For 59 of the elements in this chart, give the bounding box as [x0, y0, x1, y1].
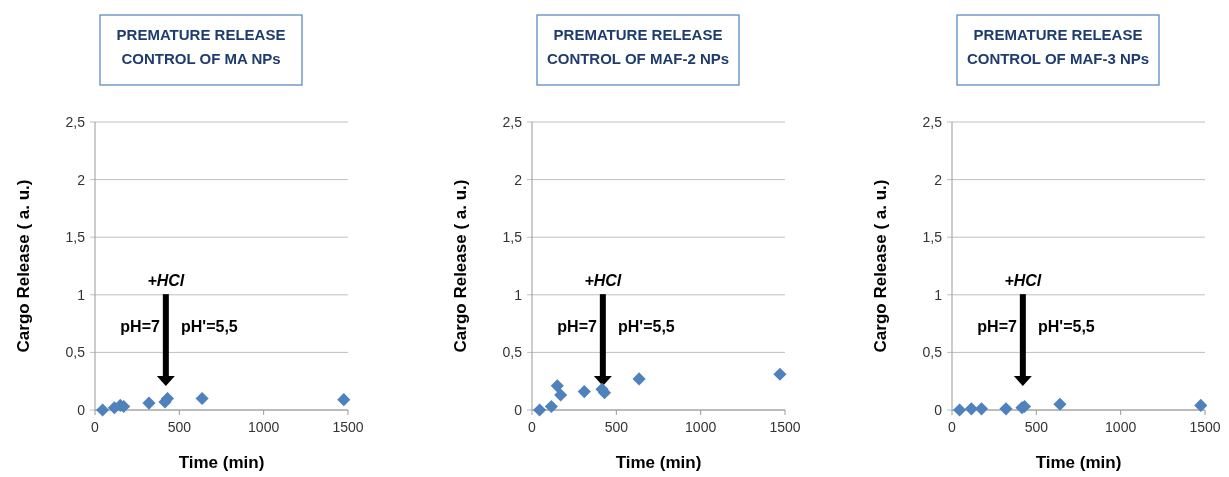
point [142, 396, 156, 410]
x-tick-label: 0 [528, 419, 537, 435]
annotation: +HCl [147, 272, 185, 290]
point [577, 385, 591, 399]
chart-title: PREMATURE RELEASE CONTROL OF MAF-2 NPs [546, 26, 730, 67]
y-tick-label: 0 [514, 402, 523, 418]
x-tick-label: 1500 [1189, 419, 1221, 435]
point [544, 399, 558, 414]
point [554, 388, 568, 402]
point [632, 372, 646, 386]
y-tick-label: 1 [934, 286, 943, 303]
y-tick-label: 2,5 [65, 114, 86, 130]
y-axis-title: Cargo Release ( a. u.) [451, 179, 470, 353]
y-tick-label: 2 [934, 171, 943, 188]
point [533, 403, 547, 417]
y-tick-label: 1,5 [65, 229, 86, 246]
annotation: pH=7 [557, 318, 597, 336]
y-tick-label: 2,5 [502, 114, 523, 130]
point [96, 403, 110, 417]
x-tick-label: 1500 [769, 419, 801, 435]
y-tick-label: 0,5 [922, 344, 943, 361]
y-tick-label: 1 [514, 286, 523, 303]
x-axis-title: Time (min) [615, 453, 702, 472]
y-axis-title: Cargo Release ( a. u.) [14, 179, 33, 353]
annotation: pH'=5,5 [618, 318, 675, 336]
y-tick-label: 0,5 [65, 344, 86, 361]
annotation: +HCl [1004, 272, 1042, 290]
annotation: +HCl [584, 272, 622, 290]
x-tick-label: 1000 [1105, 419, 1137, 435]
y-axis-title: Cargo Release ( a. u.) [871, 179, 890, 353]
annotation: pH'=5,5 [181, 318, 238, 336]
y-tick-label: 0,5 [502, 344, 523, 361]
annotation: pH'=5,5 [1038, 318, 1095, 336]
annotation: pH=7 [120, 318, 160, 336]
y-tick-label: 1 [77, 286, 86, 303]
x-tick-label: 1500 [332, 419, 364, 435]
point [550, 379, 564, 393]
chart-title: PREMATURE RELEASE CONTROL OF MA NPs [116, 26, 286, 67]
y-tick-label: 0 [77, 402, 86, 418]
chart-title: PREMATURE RELEASE CONTROL OF MAF-3 NPs [966, 26, 1150, 67]
annotation: pH=7 [977, 318, 1017, 336]
x-tick-label: 500 [604, 419, 629, 435]
point [773, 367, 787, 381]
x-tick-label: 1000 [685, 419, 717, 435]
point [195, 391, 209, 406]
x-axis-title: Time (min) [1035, 453, 1122, 472]
y-tick-label: 0 [934, 402, 943, 418]
point [337, 393, 351, 407]
y-tick-label: 1,5 [502, 229, 523, 246]
y-tick-label: 2,5 [922, 114, 943, 130]
x-tick-label: 500 [167, 419, 192, 435]
x-tick-label: 0 [91, 419, 100, 435]
x-axis-title: Time (min) [178, 453, 265, 472]
y-tick-label: 2 [77, 171, 86, 188]
x-tick-label: 500 [1024, 419, 1049, 435]
y-tick-label: 2 [514, 171, 523, 188]
x-tick-label: 1000 [248, 419, 280, 435]
x-tick-label: 0 [948, 419, 957, 435]
y-tick-label: 1,5 [922, 229, 943, 246]
